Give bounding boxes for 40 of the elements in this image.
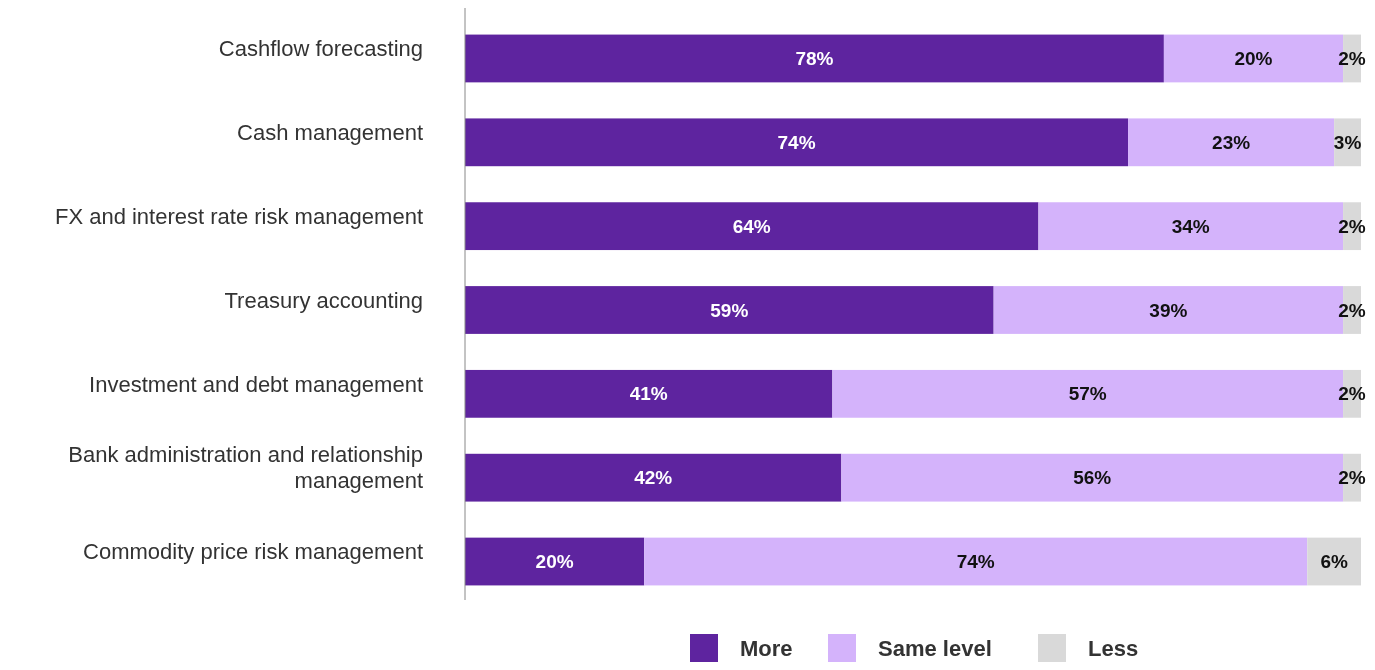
legend-label: Same level (878, 635, 992, 661)
y-tick-label: Cashflow forecasting (218, 36, 423, 62)
data-label: 74% (777, 131, 816, 153)
data-label: 2% (1338, 383, 1366, 405)
bar (465, 453, 842, 502)
data-label: 3% (1333, 131, 1362, 153)
data-label: 20% (535, 551, 574, 573)
data-label: 74% (956, 551, 995, 573)
data-label: 2% (1338, 48, 1366, 70)
data-label: 2% (1338, 299, 1366, 321)
bar (465, 202, 1039, 251)
legend-label: Less (1088, 635, 1139, 661)
bar (465, 537, 645, 586)
data-label: 20% (1234, 48, 1273, 70)
data-label: 34% (1171, 215, 1210, 237)
bar (644, 537, 1308, 586)
data-label: 39% (1149, 299, 1188, 321)
y-tick-label: Cash management (237, 120, 423, 146)
y-tick-label: FX and interest rate risk management (54, 203, 423, 229)
data-label: 41% (629, 383, 668, 405)
y-tick-label: Treasury accounting (224, 287, 423, 313)
data-label: 6% (1320, 551, 1348, 573)
data-label: 42% (634, 467, 673, 489)
data-label: 78% (795, 48, 834, 70)
bar (465, 118, 1129, 167)
legend-label: More (740, 635, 793, 661)
y-tick-label: Commodity price risk management (83, 539, 423, 565)
data-label: 2% (1338, 215, 1366, 237)
data-label: 57% (1068, 383, 1107, 405)
y-tick-label: Investment and debt management (89, 371, 423, 397)
y-tick-label: Bank administration and relationship management (68, 442, 423, 494)
data-label: 23% (1212, 131, 1251, 153)
data-label: 2% (1338, 467, 1366, 489)
data-label: 56% (1073, 467, 1112, 489)
data-label: 59% (710, 299, 749, 321)
bar (465, 286, 994, 334)
data-label: 64% (732, 215, 771, 237)
bar (1128, 118, 1335, 167)
bar (465, 34, 1164, 83)
bar (465, 369, 833, 418)
